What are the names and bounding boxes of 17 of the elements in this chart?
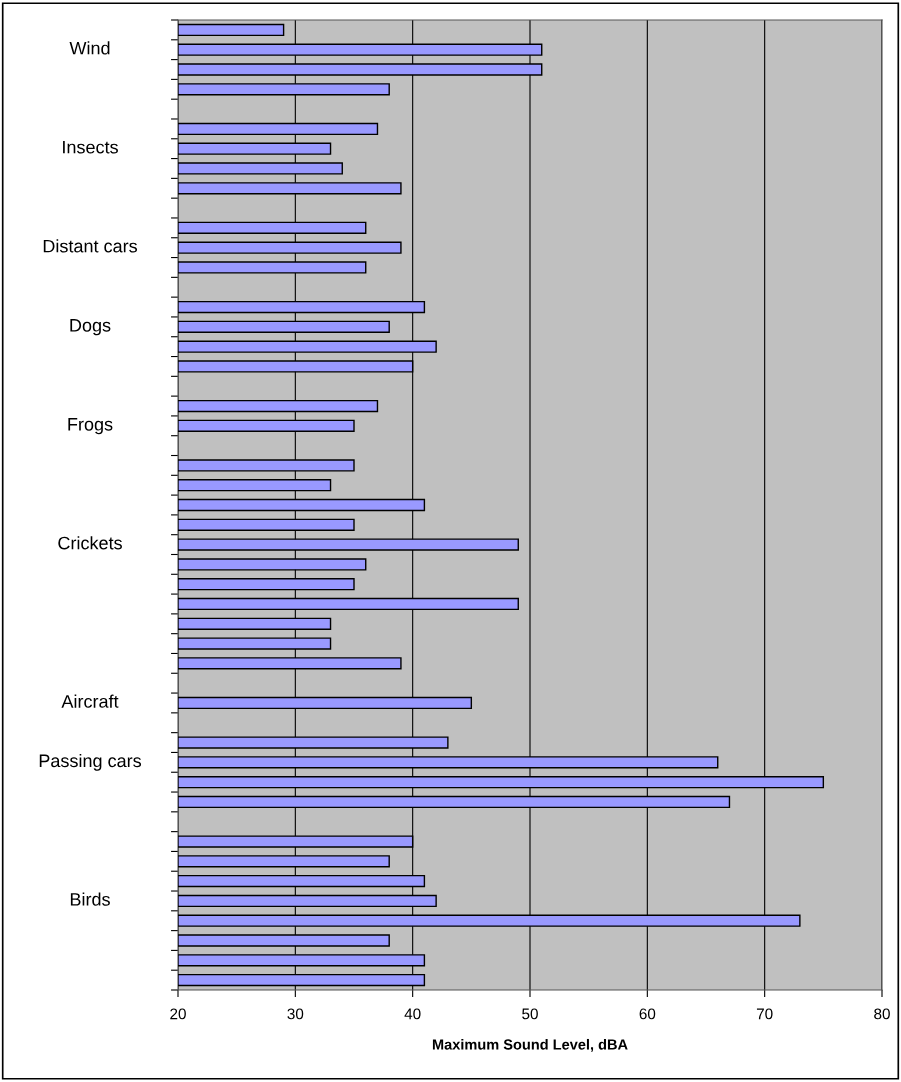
x-tick-label: 40 <box>404 1008 421 1020</box>
y-tick-label: Crickets <box>58 536 122 550</box>
y-tick-label: Passing cars <box>39 753 142 771</box>
x-tick-label: 60 <box>639 1008 656 1020</box>
y-tick-label: Dogs <box>70 319 111 336</box>
y-tick-label: Insects <box>63 140 118 154</box>
x-tick-label: 80 <box>874 1008 890 1020</box>
y-tick-label: Distant cars <box>43 239 138 253</box>
y-tick-label: Frogs <box>68 418 113 435</box>
x-tick-label: 30 <box>287 1008 304 1020</box>
x-tick-label: 70 <box>756 1008 773 1020</box>
x-axis-title: Maximum Sound Level, dBA <box>432 1038 628 1052</box>
y-tick-label: Aircraft <box>61 694 119 708</box>
y-tick-label: Birds <box>70 892 110 906</box>
y-tick-label: Wind <box>69 41 110 55</box>
x-tick-label: 50 <box>522 1008 538 1020</box>
x-tick-label: 20 <box>170 1008 186 1020</box>
